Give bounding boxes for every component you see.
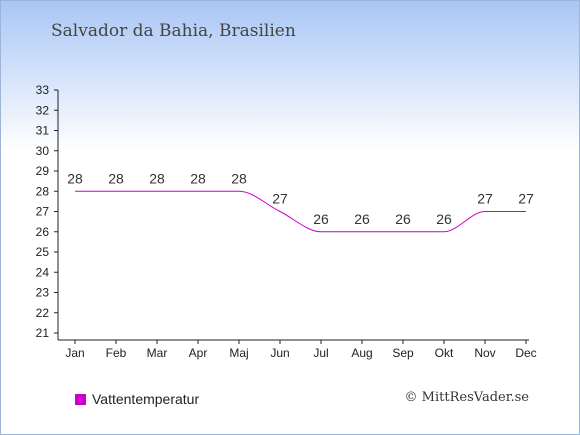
y-tick-label: 24 (36, 265, 50, 279)
x-tick-label: Feb (106, 346, 127, 360)
y-tick-label: 33 (36, 83, 50, 97)
x-tick-label: Maj (229, 346, 248, 360)
x-tick-label: Jul (313, 346, 328, 360)
legend-swatch (75, 393, 86, 405)
y-tick-label: 22 (36, 306, 50, 320)
data-label: 26 (436, 211, 452, 227)
y-tick-label: 21 (36, 326, 50, 340)
x-tick-label: Apr (189, 346, 208, 360)
y-tick-label: 32 (36, 103, 50, 117)
y-tick-label: 31 (36, 124, 50, 138)
data-label: 26 (395, 211, 411, 227)
data-label: 26 (313, 211, 329, 227)
data-label: 27 (272, 191, 288, 207)
x-tick-label: Sep (392, 346, 414, 360)
x-tick-label: Nov (474, 346, 495, 360)
y-tick-label: 25 (36, 245, 50, 259)
x-tick-label: Dec (515, 346, 536, 360)
x-tick-label: Mar (147, 346, 168, 360)
y-tick-label: 23 (36, 286, 50, 300)
y-tick-label: 27 (36, 205, 50, 219)
chart-title: Salvador da Bahia, Brasilien (51, 21, 296, 41)
series-line (75, 190, 526, 233)
data-label: 27 (518, 191, 534, 207)
y-tick-label: 29 (36, 164, 50, 178)
legend: Vattentemperatur (75, 391, 199, 407)
data-label: 28 (67, 170, 83, 186)
y-tick-label: 30 (36, 144, 50, 158)
data-label: 28 (108, 170, 124, 186)
x-tick-label: Jun (270, 346, 289, 360)
data-label: 26 (354, 211, 370, 227)
data-label: 27 (477, 191, 493, 207)
x-tick-label: Aug (351, 346, 372, 360)
data-label: 28 (231, 170, 247, 186)
copyright-text: © MittResVader.se (404, 390, 529, 405)
y-tick-label: 26 (36, 225, 50, 239)
data-label: 28 (190, 170, 206, 186)
data-label: 28 (149, 170, 165, 186)
x-tick-label: Okt (435, 346, 454, 360)
y-tick-label: 28 (36, 184, 50, 198)
legend-label: Vattentemperatur (92, 391, 200, 407)
x-tick-label: Jan (65, 346, 84, 360)
